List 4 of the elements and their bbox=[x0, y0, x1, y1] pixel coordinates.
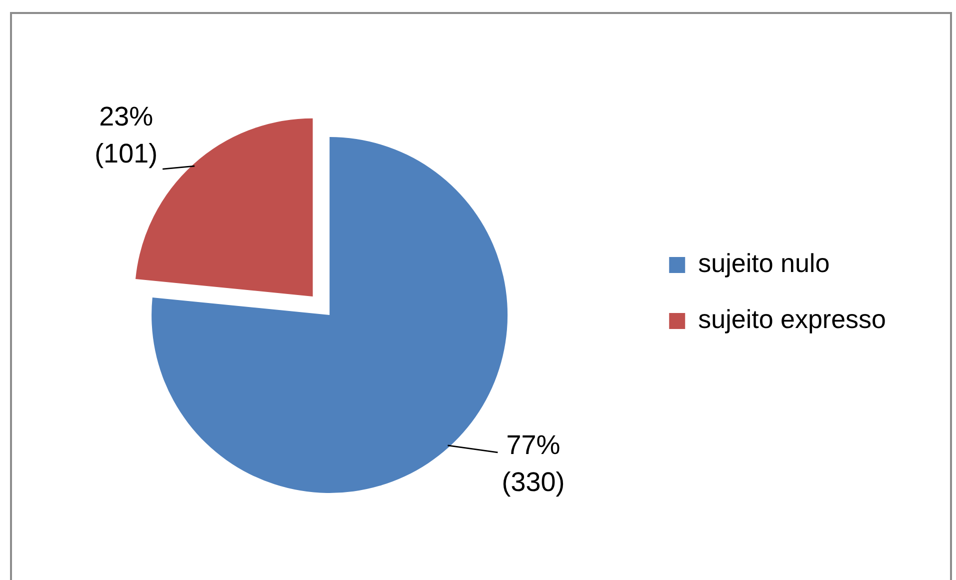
legend-label: sujeito nulo bbox=[698, 248, 830, 278]
data-label: 23% (101) bbox=[94, 102, 158, 169]
legend-label: sujeito expresso bbox=[698, 304, 886, 334]
data-label: 77% (330) bbox=[502, 430, 565, 497]
